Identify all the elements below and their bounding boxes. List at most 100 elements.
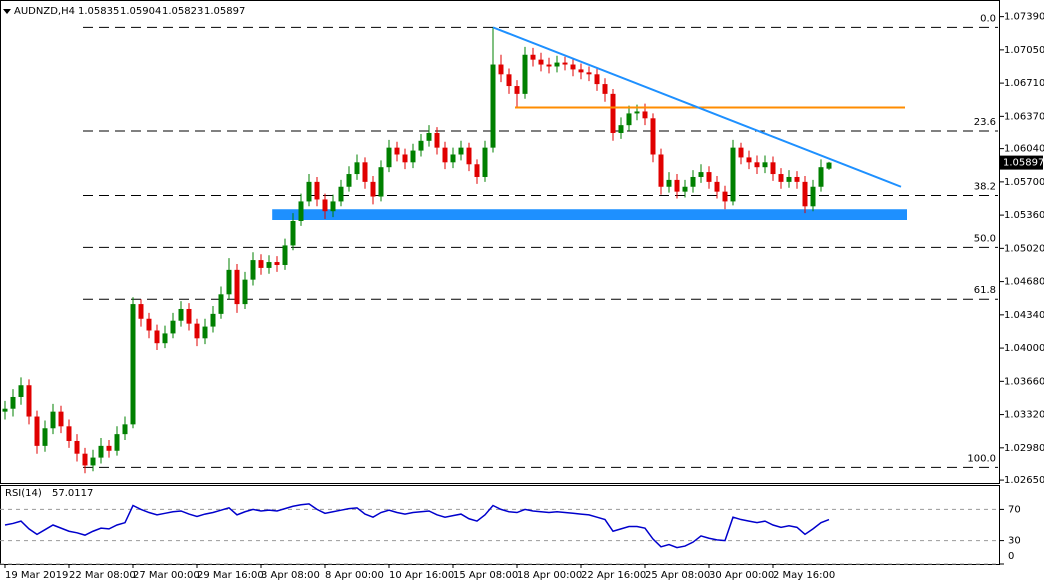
x-tick-label: 18 Apr 00:00 [517, 570, 582, 581]
x-tick-label: 3 Apr 08:00 [261, 570, 320, 581]
candle-body [650, 118, 656, 155]
y-tick-label: 1.07050 [1004, 45, 1044, 56]
candle-body [538, 59, 544, 65]
candle-body [682, 186, 688, 192]
candle-body [570, 64, 576, 70]
candle-body [674, 179, 680, 192]
candle-body [170, 320, 176, 334]
trend-line [492, 26, 902, 188]
x-tick-label: 8 Apr 00:00 [325, 570, 384, 581]
candle-body [586, 72, 592, 75]
candle-body [82, 453, 88, 466]
candle-body [746, 157, 752, 163]
candle-body [434, 132, 440, 148]
candle-body [554, 62, 560, 67]
candle-body [90, 457, 96, 466]
candle-body [498, 64, 504, 75]
x-tick-label: 15 Apr 08:00 [453, 570, 518, 581]
candle-body [602, 84, 608, 94]
y-tick-label: 1.04000 [1004, 343, 1044, 354]
candle-body [810, 186, 816, 207]
candle-body [778, 174, 784, 182]
candle-body [2, 408, 8, 412]
candle-body [394, 147, 400, 155]
candle-body [706, 172, 712, 182]
x-tick-label: 30 Apr 00:00 [709, 570, 774, 581]
x-tick-label: 10 Apr 16:00 [389, 570, 454, 581]
candle-body [738, 147, 744, 158]
candle-body [458, 147, 464, 155]
candle-body [50, 411, 56, 429]
y-tick-label: 1.05360 [1004, 210, 1044, 221]
candle-body [42, 428, 48, 446]
candle-body [10, 396, 16, 409]
candle-body [210, 313, 216, 327]
fib-level-label: 61.8 [974, 285, 996, 296]
candle-body [234, 269, 240, 305]
y-tick-label: 1.06040 [1004, 144, 1044, 155]
candle-body [338, 186, 344, 202]
candle-body [362, 162, 368, 182]
candle-body [322, 199, 328, 212]
candle-body [290, 220, 296, 246]
candle-body [106, 445, 112, 451]
indicator-line [4, 503, 830, 549]
current-price-label: 1.05897 [1003, 158, 1044, 169]
candle-body [770, 162, 776, 175]
candle-body [138, 304, 144, 319]
support-zone [272, 209, 907, 220]
indicator-name: RSI(14) [5, 488, 42, 499]
indicator-tick-label: 30 [1008, 536, 1021, 547]
candle-body [346, 174, 352, 187]
candle-body [330, 201, 336, 212]
candle-body [482, 147, 488, 177]
candle-body [474, 164, 480, 177]
candle-body [178, 308, 184, 321]
candle-body [618, 125, 624, 133]
candle-body [130, 304, 136, 425]
candle-body [66, 426, 72, 441]
candle-body [114, 434, 120, 451]
y-tick-label: 1.02650 [1004, 475, 1044, 486]
x-tick-label: 22 Apr 16:00 [581, 570, 646, 581]
candle-body [714, 181, 720, 192]
candle-body [306, 181, 312, 202]
y-tick-label: 1.04680 [1004, 277, 1044, 288]
candle-body [202, 326, 208, 339]
x-tick-label: 29 Mar 16:00 [197, 570, 264, 581]
candle-body [250, 260, 256, 280]
candle-body [58, 411, 64, 427]
candle-body [794, 176, 800, 182]
candle-body [690, 176, 696, 187]
y-tick-label: 1.06370 [1004, 111, 1044, 122]
candle-body [426, 132, 432, 141]
candle-body [642, 111, 648, 119]
fib-level-label: 0.0 [980, 13, 996, 24]
candle-body [578, 69, 584, 73]
candle-body [786, 176, 792, 182]
candle-body [298, 201, 304, 221]
indicator-value: 57.0117 [52, 488, 93, 499]
fib-level-label: 50.0 [974, 233, 996, 244]
candle-body [122, 424, 128, 435]
ohlc-high: 1.05904 [120, 6, 161, 17]
symbol-menu-arrow[interactable] [3, 9, 11, 14]
y-tick-label: 1.06710 [1004, 78, 1044, 89]
candle-body [530, 54, 536, 60]
candle-body [242, 279, 248, 305]
candle-body [730, 147, 736, 202]
candle-body [410, 150, 416, 163]
fib-level-label: 100.0 [967, 453, 996, 464]
candle-body [34, 416, 40, 446]
candle-body [466, 147, 472, 165]
candle-body [418, 140, 424, 151]
ohlc-open: 1.05835 [78, 6, 119, 17]
y-tick-label: 1.03320 [1004, 410, 1044, 421]
candle-body [546, 64, 552, 67]
candle-body [666, 179, 672, 187]
candle-body [626, 113, 632, 126]
candle-body [282, 245, 288, 265]
candle-body [354, 162, 360, 175]
